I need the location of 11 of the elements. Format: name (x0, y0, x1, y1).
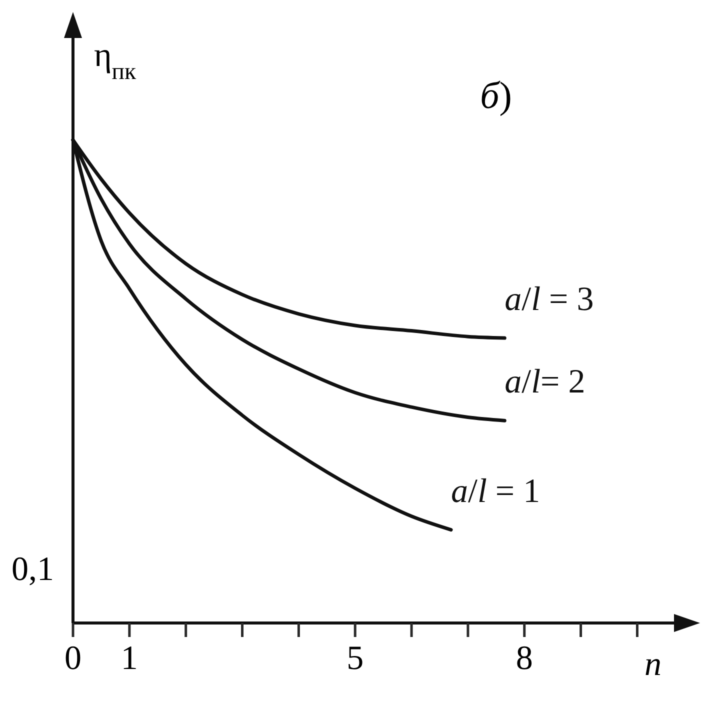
series-label: a/l = 3 (504, 281, 594, 318)
x-tick-label: 8 (516, 640, 533, 678)
x-tick-label: 0 (64, 640, 82, 678)
series-label: a/l= 2 (504, 364, 586, 401)
text: 0,1 (12, 551, 54, 588)
x-tick-label: 5 (346, 640, 364, 678)
y-axis-title: η$_{пк}$ (94, 37, 137, 85)
x-axis-title: n (644, 646, 662, 683)
text: б) (480, 75, 512, 117)
series-label: a/l = 1 (451, 472, 540, 510)
x-tick-label: 1 (120, 640, 138, 678)
